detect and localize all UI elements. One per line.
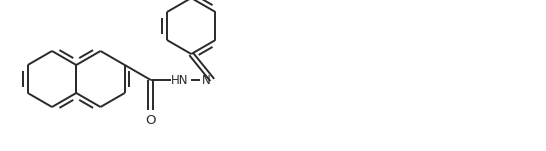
Text: N: N — [202, 74, 211, 87]
Text: O: O — [145, 114, 156, 127]
Text: HN: HN — [171, 74, 188, 87]
